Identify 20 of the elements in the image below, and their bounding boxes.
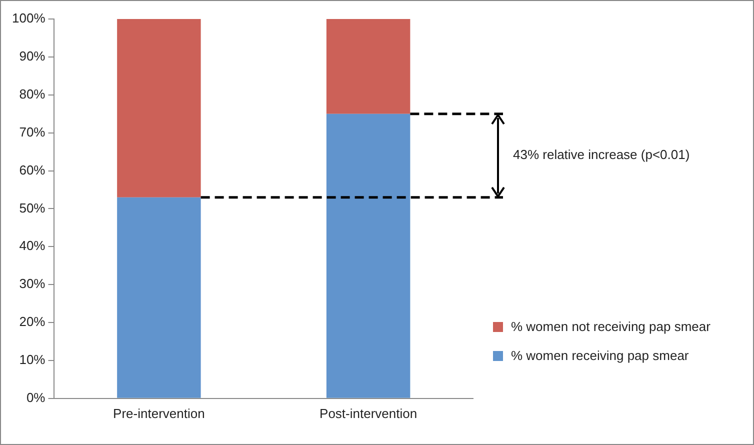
legend-label: % women not receiving pap smear <box>511 319 710 334</box>
x-tick-label: Pre-intervention <box>113 406 205 421</box>
legend-label: % women receiving pap smear <box>511 348 689 363</box>
y-tick-label: 10% <box>19 352 46 368</box>
bar <box>117 19 201 198</box>
y-tick-label: 60% <box>19 162 46 178</box>
bar <box>117 197 201 398</box>
y-tick-label: 40% <box>19 238 46 254</box>
text: 43% relative increase (p<0.01) <box>513 147 690 162</box>
y-tick-label: 70% <box>19 124 46 140</box>
y-tick-label: 100% <box>12 10 46 26</box>
y-tick-label: 50% <box>19 200 46 216</box>
y-tick-label: 80% <box>19 86 46 102</box>
y-tick-label: 90% <box>19 48 46 64</box>
y-tick-label: 30% <box>19 276 46 292</box>
bar <box>326 19 410 114</box>
y-tick-label: 20% <box>19 314 46 330</box>
y-tick-label: 0% <box>26 390 46 405</box>
x-tick-label: Post-intervention <box>320 406 418 421</box>
bar <box>326 114 410 398</box>
